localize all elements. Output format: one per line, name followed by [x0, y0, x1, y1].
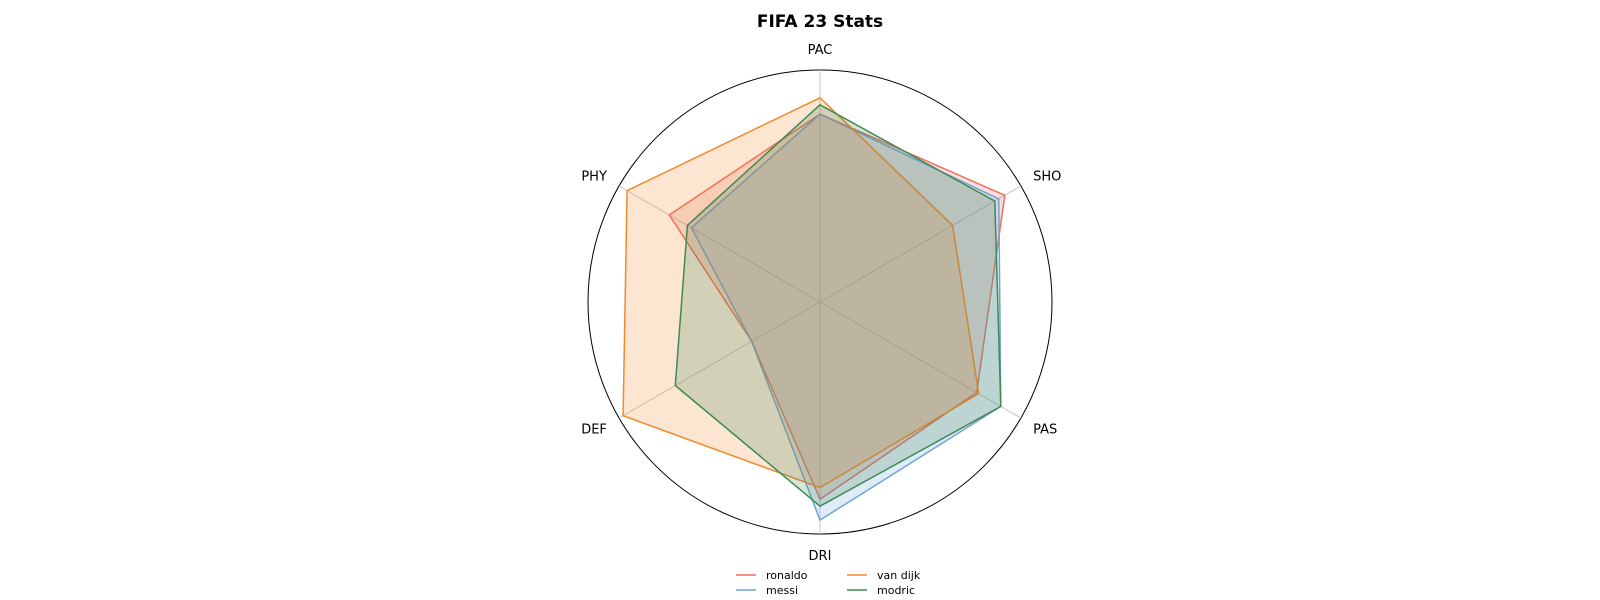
- legend-label: messi: [766, 584, 798, 597]
- axis-label: PAS: [1033, 423, 1057, 438]
- radar-spoke: [819, 301, 1022, 419]
- axis-label: DEF: [581, 423, 607, 438]
- chart-title: FIFA 23 Stats: [757, 12, 883, 32]
- radar-spoke: [618, 301, 821, 419]
- axis-label: PHY: [581, 170, 607, 185]
- series-polygon: [674, 103, 1002, 508]
- legend-label: modric: [877, 584, 915, 597]
- radar-series: [622, 96, 1006, 522]
- radar-grid: [587, 69, 1053, 535]
- axis-label: PAC: [808, 43, 833, 58]
- axis-labels: PAC SHO PAS DRI DEF PHY: [581, 43, 1061, 564]
- series-polygon: [690, 113, 1002, 522]
- legend: ronaldo messi van dijk modric: [736, 569, 921, 597]
- legend-label: ronaldo: [766, 569, 808, 582]
- series-polygon: [668, 113, 1006, 501]
- axis-label: SHO: [1033, 170, 1061, 185]
- radar-spoke: [618, 185, 821, 303]
- axis-label: DRI: [809, 549, 832, 564]
- radar-spoke: [819, 185, 1022, 303]
- legend-label: van dijk: [877, 569, 921, 582]
- series-polygon: [622, 96, 980, 489]
